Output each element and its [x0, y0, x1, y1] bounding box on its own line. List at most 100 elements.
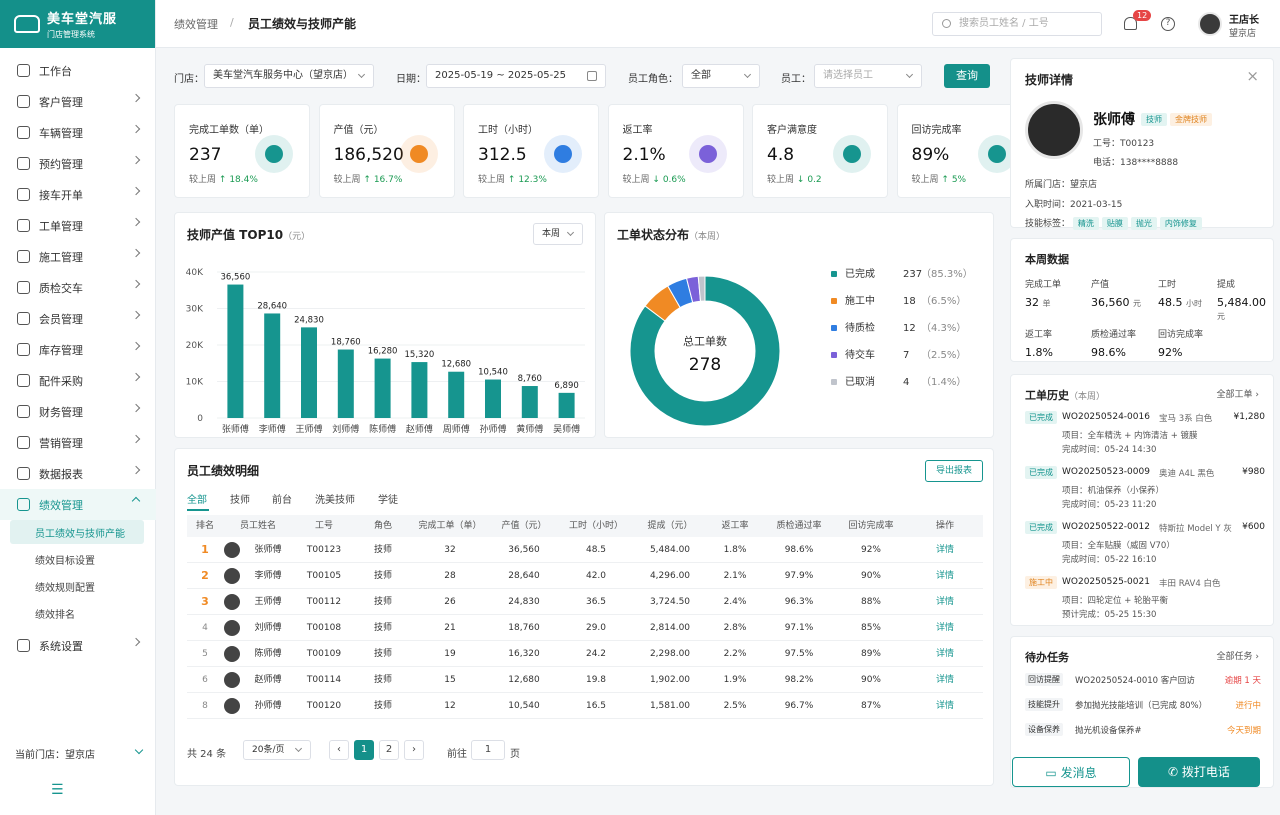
store-select[interactable]: 美车堂汽车服务中心（望京店） — [204, 64, 374, 88]
table-tab[interactable]: 全部 — [187, 495, 207, 506]
table-row[interactable]: 8 孙师傅 T00120 技师 12 10,540 16.5 1,581.00 2.5% 96.7… — [187, 693, 983, 719]
details-link[interactable]: 详情 — [935, 701, 954, 711]
table-tab[interactable]: 洗美技师 — [315, 495, 355, 506]
bar[interactable] — [301, 327, 317, 418]
prev-page-button[interactable]: ‹ — [329, 740, 349, 760]
sidebar-item[interactable]: 接车开单 — [0, 179, 156, 210]
role-select[interactable]: 全部 — [682, 64, 760, 88]
staff-select[interactable]: 请选择员工 — [814, 64, 922, 88]
todo-item[interactable]: 技能提升 参加抛光技能培训（已完成 80%） 进行中 — [1025, 698, 1261, 718]
sub-nav-item[interactable]: 绩效排名 — [35, 609, 75, 621]
y-tick-label: 0 — [197, 414, 203, 424]
sidebar-item[interactable]: 工单管理 — [0, 210, 156, 241]
avatar[interactable] — [1198, 12, 1222, 36]
sidebar-item[interactable]: 预约管理 — [0, 148, 156, 179]
bar[interactable] — [227, 284, 244, 418]
export-report-button[interactable]: 导出报表 — [925, 460, 983, 482]
sidebar-item[interactable]: 质检交车 — [0, 272, 156, 303]
details-link[interactable]: 详情 — [935, 545, 954, 555]
next-page-button[interactable]: › — [404, 740, 424, 760]
collapse-menu-icon[interactable]: ☰ — [51, 782, 64, 798]
weekly-stat-value: 1.8% — [1025, 346, 1053, 359]
details-link[interactable]: 详情 — [935, 571, 954, 581]
technician-photo — [1025, 101, 1083, 159]
bar[interactable] — [448, 371, 465, 418]
bar[interactable] — [374, 358, 391, 418]
avatar — [224, 646, 240, 662]
kpi-icon-dot — [843, 145, 861, 163]
details-link[interactable]: 详情 — [935, 597, 954, 607]
order-history-item[interactable]: 已完成 WO20250524-0016 宝马 3系 白色 ¥1,280 项目：全车精洗 … — [1025, 411, 1265, 461]
sidebar-item[interactable]: 数据报表 — [0, 458, 156, 489]
weekly-stat: 提成 5,484.00 元 — [1217, 277, 1273, 322]
all-tasks-link[interactable]: 全部任务 › — [1216, 652, 1259, 662]
period-select[interactable]: 本周 — [533, 223, 583, 245]
sidebar-item[interactable]: 施工管理 — [0, 241, 156, 272]
order-number: WO20250524-0016 — [1062, 412, 1150, 422]
details-link[interactable]: 详情 — [935, 675, 954, 685]
todo-item[interactable]: 回访提醒 WO20250524-0010 客户回访 逾期 1 天 — [1025, 673, 1261, 693]
donut-slice[interactable] — [697, 275, 706, 302]
details-link[interactable]: 详情 — [935, 649, 954, 659]
bar[interactable] — [411, 362, 428, 418]
bar-value-label: 36,560 — [221, 273, 251, 283]
sidebar-item-settings[interactable]: 系统设置 — [0, 630, 156, 661]
weekly-stat-unit: 单 — [1042, 299, 1051, 308]
sub-nav-item[interactable]: 绩效目标设置 — [35, 555, 95, 567]
bell-icon[interactable] — [1124, 17, 1137, 30]
bar[interactable] — [558, 392, 575, 418]
table-row[interactable]: 2 李师傅 T00105 技师 28 28,640 42.0 4,296.00 2.1% 97.9… — [187, 563, 983, 589]
order-history-item[interactable]: 已完成 WO20250523-0009 奥迪 A4L 黑色 ¥980 项目：机油保养（小… — [1025, 466, 1265, 516]
sidebar-item[interactable]: 库存管理 — [0, 334, 156, 365]
table-row[interactable]: 1 张师傅 T00123 技师 32 36,560 48.5 5,484.00 1.8% 98.6… — [187, 537, 983, 563]
table-tab[interactable]: 学徒 — [378, 495, 398, 506]
current-store-selector[interactable]: 当前门店：望京店 — [15, 745, 145, 761]
page-size-select[interactable]: 20条/页 — [243, 740, 311, 760]
table-row[interactable]: 5 陈师傅 T00109 技师 19 16,320 24.2 2,298.00 2.2% 97.5… — [187, 641, 983, 667]
details-link[interactable]: 详情 — [935, 623, 954, 633]
order-history-item[interactable]: 已完成 WO20250522-0012 特斯拉 Model Y 灰 ¥600 项目：全车… — [1025, 521, 1265, 571]
avatar — [224, 620, 240, 636]
sidebar-item[interactable]: 绩效管理 — [0, 489, 156, 520]
donut-slice[interactable] — [629, 275, 781, 427]
sidebar-item[interactable]: 营销管理 — [0, 427, 156, 458]
bar[interactable] — [264, 313, 281, 418]
x-tick-label: 吴师傅 — [553, 423, 580, 435]
sidebar-item[interactable]: 工作台 — [0, 55, 156, 86]
table-tab[interactable]: 技师 — [230, 495, 250, 506]
sidebar-item[interactable]: 车辆管理 — [0, 117, 156, 148]
weekly-stat-value-wrap: 5,484.00 元 — [1217, 296, 1273, 322]
table-tab[interactable]: 前台 — [272, 495, 292, 506]
goto-page-input[interactable]: 1 — [471, 740, 505, 760]
table-row[interactable]: 6 赵师傅 T00114 技师 15 12,680 19.8 1,902.00 1.9% 98.2… — [187, 667, 983, 693]
all-orders-link[interactable]: 全部工单 › — [1216, 390, 1259, 400]
bar[interactable] — [485, 379, 501, 418]
x-tick-label: 孙师傅 — [479, 423, 506, 435]
todo-item[interactable]: 设备保养 抛光机设备保养# 今天到期 — [1025, 723, 1261, 743]
sub-nav-item[interactable]: 绩效规则配置 — [35, 582, 95, 594]
query-button[interactable]: 查询 — [944, 64, 990, 88]
table-row[interactable]: 4 刘师傅 T00108 技师 21 18,760 29.0 2,814.00 2.8% 97.1… — [187, 615, 983, 641]
sidebar-item[interactable]: 客户管理 — [0, 86, 156, 117]
sidebar-item[interactable]: 配件采购 — [0, 365, 156, 396]
chevron-icon — [131, 217, 141, 227]
close-icon[interactable]: × — [1246, 67, 1259, 85]
bar[interactable] — [521, 386, 538, 418]
page-1-button[interactable]: 1 — [354, 740, 374, 760]
sidebar-item[interactable]: 财务管理 — [0, 396, 156, 427]
table-row[interactable]: 3 王师傅 T00112 技师 26 24,830 36.5 3,724.50 2.4% 96.3… — [187, 589, 983, 615]
order-history-item[interactable]: 施工中 WO20250525-0021 丰田 RAV4 白色 项目：四轮定位 + 轮胎… — [1025, 576, 1265, 626]
help-icon[interactable]: ? — [1161, 17, 1175, 31]
breadcrumb-parent[interactable]: 绩效管理 — [174, 18, 218, 31]
brand-name: 美车堂汽服 — [47, 12, 118, 27]
page-2-button[interactable]: 2 — [379, 740, 399, 760]
sub-nav-item[interactable]: 员工绩效与技师产能 — [10, 520, 144, 544]
user-name[interactable]: 王店长 — [1229, 15, 1259, 26]
search-input[interactable]: 搜索员工姓名 / 工号 — [932, 12, 1102, 36]
call-button[interactable]: ✆ 拨打电话 — [1138, 757, 1260, 787]
sidebar-item[interactable]: 会员管理 — [0, 303, 156, 334]
kpi-compare-label: 较上周 — [333, 175, 361, 185]
date-range-picker[interactable]: 2025-05-19 ~ 2025-05-25 — [426, 64, 606, 88]
send-message-button[interactable]: ▭ 发消息 — [1012, 757, 1130, 787]
bar[interactable] — [337, 349, 354, 418]
